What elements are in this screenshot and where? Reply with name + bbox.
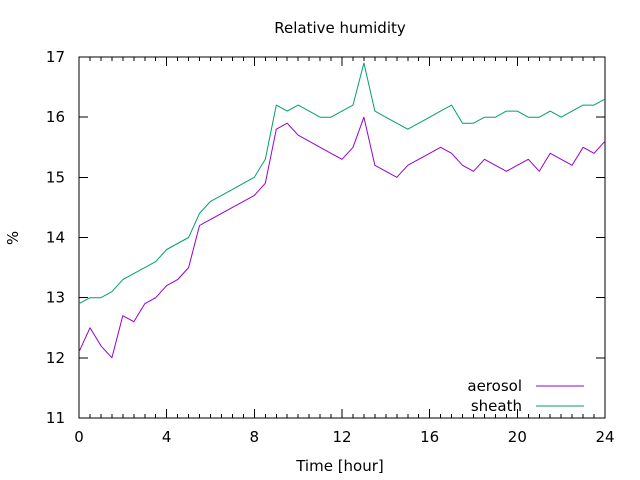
chart-title: Relative humidity [274, 19, 406, 37]
x-tick-label: 16 [420, 428, 439, 446]
axis-ticks: 0 4 8 12 16 20 24 11 12 13 14 15 16 17 [46, 48, 615, 446]
y-tick-label: 17 [46, 48, 65, 66]
series-line-sheath [78, 62, 606, 305]
x-tick-label: 20 [508, 428, 527, 446]
legend-label-aerosol: aerosol [467, 377, 522, 395]
x-tick-label: 4 [162, 428, 172, 446]
y-axis-label: % [4, 231, 22, 245]
x-tick-label: 0 [74, 428, 84, 446]
legend-label-sheath: sheath [471, 397, 522, 415]
y-tick-label: 11 [46, 409, 65, 427]
y-tick-label: 13 [46, 289, 65, 307]
x-tick-label: 8 [250, 428, 260, 446]
x-axis-label: Time [hour] [295, 457, 384, 475]
y-tick-label: 14 [46, 229, 65, 247]
legend: aerosol sheath [467, 377, 584, 415]
y-tick-label: 12 [46, 349, 65, 367]
y-tick-label: 15 [46, 168, 65, 186]
y-tick-label: 16 [46, 108, 65, 126]
x-tick-label: 24 [595, 428, 614, 446]
x-tick-label: 12 [332, 428, 351, 446]
series-layer [78, 62, 606, 359]
series-line-aerosol [78, 116, 606, 359]
